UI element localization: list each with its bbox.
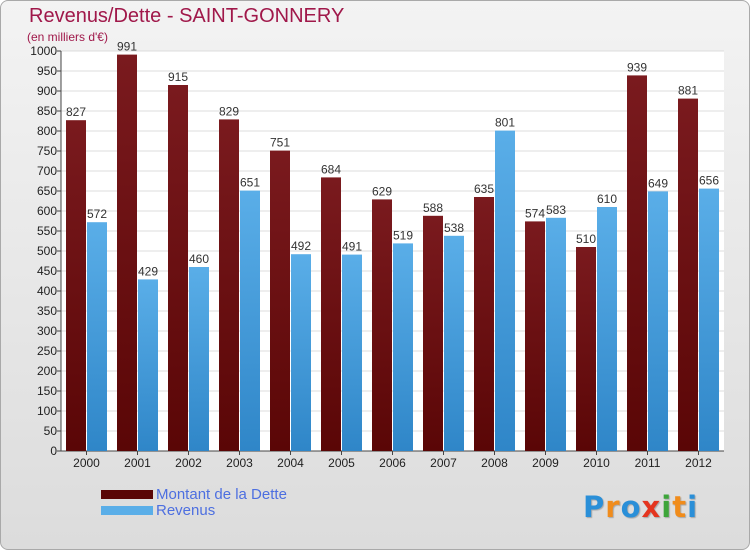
y-tick-label: 400 (37, 284, 57, 298)
bar-revenue-value-label: 610 (597, 192, 617, 206)
bar-revenue-value-label: 649 (648, 176, 668, 190)
bar-debt-value-label: 991 (117, 40, 137, 54)
x-tick-label: 2009 (532, 456, 559, 470)
y-tick-label: 200 (37, 364, 57, 378)
bar-debt-value-label: 881 (678, 84, 698, 98)
x-tick-label: 2000 (73, 456, 100, 470)
bar-debt (474, 197, 494, 451)
x-tick-label: 2008 (481, 456, 508, 470)
x-tick-label: 2004 (277, 456, 304, 470)
bar-debt (525, 221, 545, 451)
bar-debt (117, 54, 137, 451)
x-tick-label: 2005 (328, 456, 355, 470)
bar-revenue (291, 254, 311, 451)
bar-debt (372, 199, 392, 451)
bar-debt (321, 177, 341, 451)
bar-revenue (138, 279, 158, 451)
y-tick-label: 50 (44, 424, 58, 438)
x-tick-label: 2007 (430, 456, 457, 470)
bar-revenue (393, 243, 413, 451)
bar-debt-value-label: 829 (219, 104, 239, 118)
bar-revenue-value-label: 492 (291, 239, 311, 253)
legend-swatch-debt (101, 490, 153, 499)
bar-debt (270, 150, 290, 451)
bar-revenue-value-label: 491 (342, 240, 362, 254)
y-tick-label: 300 (37, 324, 57, 338)
x-tick-label: 2001 (124, 456, 151, 470)
proxiti-logo: Proxiti (583, 490, 699, 524)
bar-debt-value-label: 751 (270, 136, 290, 150)
bar-debt-value-label: 827 (66, 105, 86, 119)
y-tick-label: 850 (37, 104, 57, 118)
legend-label-debt: Montant de la Dette (156, 486, 287, 503)
bar-debt-value-label: 629 (372, 184, 392, 198)
bar-revenue-value-label: 460 (189, 252, 209, 266)
bar-debt (576, 247, 596, 451)
legend-label-revenue: Revenus (156, 502, 216, 519)
y-tick-label: 550 (37, 224, 57, 238)
legend-swatch-revenue (101, 506, 153, 515)
bar-debt (678, 98, 698, 451)
bar-revenue (648, 191, 668, 451)
x-tick-label: 2006 (379, 456, 406, 470)
bar-revenue-value-label: 651 (240, 176, 260, 190)
x-tick-label: 2012 (685, 456, 712, 470)
bar-revenue (495, 130, 515, 451)
bar-revenue (699, 188, 719, 451)
bar-revenue-value-label: 801 (495, 116, 515, 130)
bar-debt (219, 119, 239, 452)
bar-debt-value-label: 635 (474, 182, 494, 196)
y-tick-label: 600 (37, 204, 57, 218)
bar-revenue (342, 254, 362, 451)
y-tick-label: 350 (37, 304, 57, 318)
x-tick-label: 2010 (583, 456, 610, 470)
y-tick-label: 500 (37, 244, 57, 258)
y-tick-label: 450 (37, 264, 57, 278)
y-tick-label: 750 (37, 144, 57, 158)
bar-revenue-value-label: 429 (138, 264, 158, 278)
bar-debt (627, 75, 647, 452)
bar-revenue (87, 222, 107, 451)
y-tick-label: 950 (37, 64, 57, 78)
y-tick-label: 250 (37, 344, 57, 358)
x-tick-label: 2011 (635, 456, 661, 470)
y-tick-label: 150 (37, 384, 57, 398)
bar-revenue-value-label: 656 (699, 174, 719, 188)
bar-debt (423, 215, 443, 451)
bar-debt-value-label: 684 (321, 162, 341, 176)
bar-debt-value-label: 939 (627, 60, 647, 74)
bar-revenue-value-label: 538 (444, 221, 464, 235)
bar-debt-value-label: 588 (423, 201, 443, 215)
y-tick-label: 650 (37, 184, 57, 198)
y-tick-label: 900 (37, 84, 57, 98)
bar-debt-value-label: 574 (525, 206, 545, 220)
x-tick-label: 2003 (226, 456, 253, 470)
bar-debt (168, 85, 188, 451)
x-tick-label: 2002 (175, 456, 202, 470)
bar-revenue (444, 235, 464, 451)
y-tick-label: 1000 (30, 44, 57, 58)
bar-revenue-value-label: 519 (393, 228, 413, 242)
bar-debt (66, 120, 86, 451)
y-tick-label: 0 (50, 444, 57, 458)
chart-title: Revenus/Dette - SAINT-GONNERY (29, 5, 345, 27)
chart-subtitle: (en milliers d'€) (27, 30, 108, 44)
bar-revenue (597, 207, 617, 451)
bar-revenue (240, 190, 260, 451)
bar-revenue (189, 267, 209, 451)
y-tick-label: 700 (37, 164, 57, 178)
bar-debt-value-label: 510 (576, 232, 596, 246)
y-tick-label: 800 (37, 124, 57, 138)
bar-debt-value-label: 915 (168, 70, 188, 84)
bar-revenue-value-label: 583 (546, 203, 566, 217)
bar-revenue-value-label: 572 (87, 207, 107, 221)
y-tick-label: 100 (37, 404, 57, 418)
bar-revenue (546, 217, 566, 451)
